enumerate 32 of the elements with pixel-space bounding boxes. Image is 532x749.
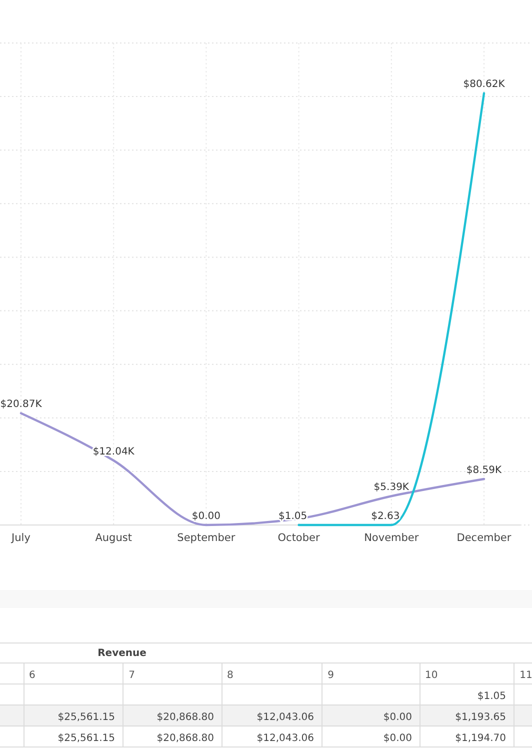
text: Revenue xyxy=(98,648,147,659)
data-label: $2.63 xyxy=(371,510,400,522)
text: $0.00 xyxy=(383,712,412,723)
data-label: $1.05 xyxy=(278,510,308,522)
x-tick-label: September xyxy=(177,532,236,544)
text: 6 xyxy=(29,670,36,681)
text: $25,561.15 xyxy=(58,712,115,723)
x-tick-label: October xyxy=(278,532,320,544)
text: 11 xyxy=(520,670,532,681)
data-label: $80.62K xyxy=(463,79,506,90)
text: $12,043.06 xyxy=(256,712,314,723)
text: $1,193.65 xyxy=(455,712,506,723)
text: $1.05 xyxy=(477,691,506,702)
text: $20,868.80 xyxy=(156,712,214,723)
x-tick-label: December xyxy=(456,532,512,544)
text: 7 xyxy=(128,670,135,681)
text: $20,868.80 xyxy=(156,733,214,744)
text: $1,194.70 xyxy=(455,733,506,744)
text: 8 xyxy=(227,670,234,681)
text: 10 xyxy=(425,670,438,681)
text: $12,043.06 xyxy=(256,733,314,744)
x-tick-label: July xyxy=(10,532,30,544)
x-tick-label: August xyxy=(95,532,132,544)
data-label: $12.04K xyxy=(92,446,135,458)
text: $0.00 xyxy=(383,733,412,744)
data-label: $8.59K xyxy=(466,464,502,476)
data-label: $0.00 xyxy=(192,511,221,522)
data-label: $5.39K xyxy=(374,482,410,494)
data-label: $20.87K xyxy=(0,399,42,410)
text: $25,561.15 xyxy=(58,733,115,744)
text: 9 xyxy=(328,670,334,681)
x-tick-label: November xyxy=(364,532,420,544)
